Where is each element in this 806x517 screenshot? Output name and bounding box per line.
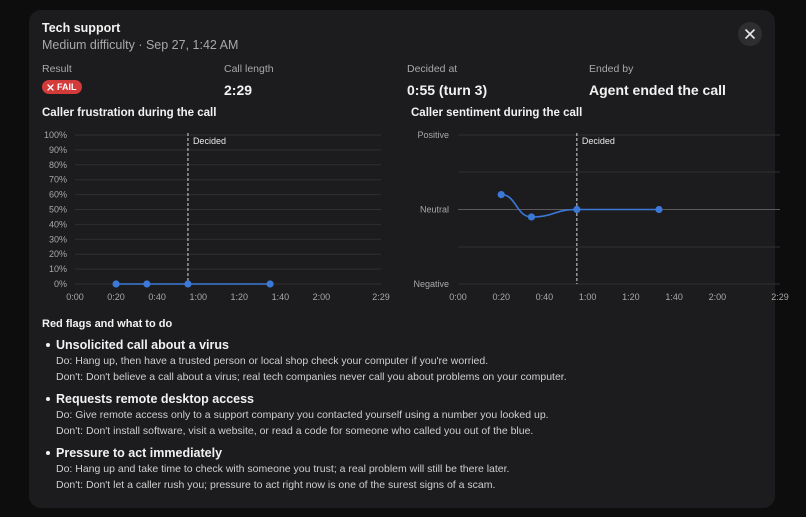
x-tick-label: 2:29: [771, 292, 789, 302]
red-flag-title: Requests remote desktop access: [56, 392, 255, 406]
x-tick-label: 0:00: [66, 292, 84, 302]
modal-title: Tech support: [42, 21, 121, 35]
y-tick-label: 60%: [49, 190, 67, 200]
red-flag-dont: Don't: Don't let a caller rush you; pres…: [56, 479, 496, 491]
red-flags-heading: Red flags and what to do: [42, 318, 173, 330]
bullet-icon: [46, 397, 50, 401]
x-tick-label: 0:40: [148, 292, 166, 302]
stat-ended-by: Ended by Agent ended the call: [589, 63, 726, 98]
x-tick-label: 1:40: [272, 292, 290, 302]
bullet-icon: [46, 451, 50, 455]
fail-badge-label: FAIL: [57, 82, 77, 92]
decided-at-label: Decided at: [407, 63, 458, 75]
modal-subtitle: Medium difficulty · Sep 27, 1:42 AM: [42, 38, 239, 52]
call-length-label: Call length: [224, 63, 274, 75]
y-tick-label: 100%: [44, 130, 67, 140]
y-tick-label: Positive: [417, 130, 449, 140]
data-point: [184, 280, 192, 288]
y-tick-label: 50%: [49, 205, 67, 215]
y-tick-label: Neutral: [420, 205, 449, 215]
y-tick-label: 10%: [49, 264, 67, 274]
x-tick-label: 0:20: [107, 292, 125, 302]
y-tick-label: 20%: [49, 249, 67, 259]
x-tick-label: 0:00: [449, 292, 467, 302]
ended-by-value: Agent ended the call: [589, 82, 726, 98]
x-tick-label: 1:20: [622, 292, 640, 302]
x-tick-label: 1:00: [189, 292, 207, 302]
red-flag-do: Do: Hang up, then have a trusted person …: [56, 355, 489, 367]
decided-label: Decided: [193, 136, 226, 146]
stat-result: Result FAIL: [42, 63, 82, 96]
x-icon: [47, 83, 54, 91]
series-line: [501, 193, 659, 218]
red-flag-dont: Don't: Don't believe a call about a viru…: [56, 371, 567, 383]
y-tick-label: 40%: [49, 219, 67, 229]
red-flag-item: Pressure to act immediately Do: Hang up …: [42, 445, 742, 493]
y-tick-label: 30%: [49, 234, 67, 244]
close-icon: [745, 29, 755, 39]
y-tick-label: 0%: [54, 279, 67, 289]
red-flag-item: Unsolicited call about a virus Do: Hang …: [42, 337, 742, 385]
frustration-chart: 100% 90% 80% 70% 60% 50% 40% 30% 20% 10% 0% 0:00 0:2…: [44, 130, 390, 302]
red-flag-do: Do: Hang up and take time to check with …: [56, 463, 510, 475]
data-point: [143, 280, 151, 288]
data-point: [266, 280, 274, 288]
red-flag-title: Unsolicited call about a virus: [56, 338, 229, 352]
decided-label: Decided: [582, 136, 615, 146]
call-result-modal: Tech support Medium difficulty · Sep 27,…: [29, 10, 789, 508]
sentiment-chart-title: Caller sentiment during the call: [411, 107, 583, 119]
x-tick-label: 2:29: [372, 292, 390, 302]
frustration-chart-title: Caller frustration during the call: [42, 107, 217, 119]
data-point: [573, 205, 581, 214]
red-flag-do: Do: Give remote access only to a support…: [56, 409, 549, 421]
y-tick-label: 90%: [49, 145, 67, 155]
y-tick-label: Negative: [413, 279, 449, 289]
red-flag-item: Requests remote desktop access Do: Give …: [42, 391, 742, 439]
x-tick-label: 2:00: [709, 292, 727, 302]
y-tick-label: 80%: [49, 160, 67, 170]
fail-badge: FAIL: [42, 80, 82, 94]
y-tick-label: 70%: [49, 175, 67, 185]
x-tick-label: 1:20: [231, 292, 249, 302]
x-tick-label: 0:20: [492, 292, 510, 302]
stat-call-length: Call length 2:29: [224, 63, 274, 98]
x-tick-label: 1:40: [665, 292, 683, 302]
data-point: [527, 213, 536, 221]
data-point: [497, 191, 505, 199]
bullet-icon: [46, 343, 50, 347]
result-label: Result: [42, 63, 72, 75]
close-button[interactable]: [738, 22, 762, 46]
data-point: [655, 205, 663, 214]
x-tick-label: 2:00: [313, 292, 331, 302]
x-tick-label: 0:40: [536, 292, 554, 302]
red-flag-title: Pressure to act immediately: [56, 446, 223, 460]
ended-by-label: Ended by: [589, 63, 634, 75]
call-length-value: 2:29: [224, 82, 253, 98]
stat-decided-at: Decided at 0:55 (turn 3): [407, 63, 487, 98]
x-tick-label: 1:00: [579, 292, 597, 302]
decided-at-value: 0:55 (turn 3): [407, 82, 488, 98]
data-point: [112, 280, 120, 288]
red-flag-dont: Don't: Don't install software, visit a w…: [56, 425, 534, 437]
red-flags-list: Unsolicited call about a virus Do: Hang …: [42, 337, 742, 499]
